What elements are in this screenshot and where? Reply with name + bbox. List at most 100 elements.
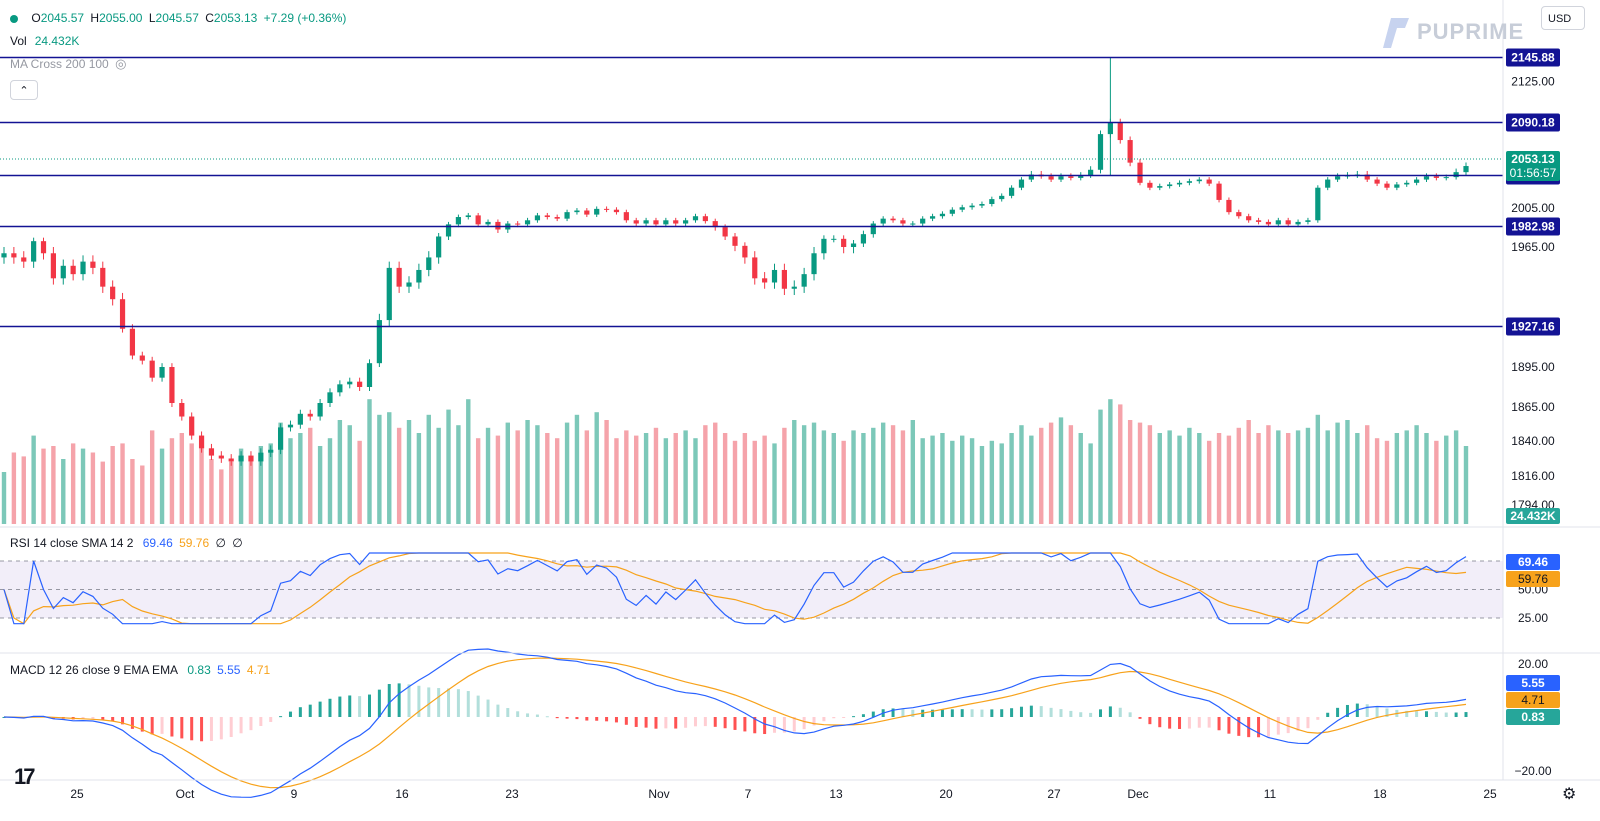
candle-body [1295, 221, 1301, 225]
volume-bar [1414, 425, 1419, 524]
volume-bar [229, 461, 234, 524]
volume-bar [821, 430, 827, 524]
candle-body [742, 245, 748, 258]
macd-hist-bar [486, 699, 490, 717]
macd-hist-bar [1336, 707, 1340, 717]
candle-body [110, 286, 116, 300]
eye-crossed-icon[interactable]: ◎ [115, 56, 127, 71]
candle-body [1137, 162, 1143, 183]
volume-bar [634, 435, 639, 524]
candle-body [900, 220, 906, 224]
macd-hist-bar [328, 698, 332, 717]
candle-body [396, 267, 402, 287]
volume-bar [1068, 425, 1074, 524]
candle-body [159, 367, 165, 378]
candle-body [169, 367, 175, 403]
candle-body [613, 209, 620, 213]
puprime-logo: PUPRIME [1375, 14, 1524, 50]
macd-hist-bar [1039, 706, 1043, 717]
price-tick: 1965.00 [1511, 240, 1555, 254]
volume-bar [693, 438, 698, 524]
candle-body [1334, 176, 1341, 180]
rsi-value: 69.46 [142, 536, 173, 550]
volume-bar [238, 448, 244, 524]
price-tick: 2125.00 [1511, 74, 1555, 88]
volume-bar [278, 422, 283, 524]
macd-hist-bar [802, 717, 806, 730]
macd-hist-bar [822, 717, 826, 722]
puprime-mark-icon [1383, 18, 1409, 48]
macd-hist-bar [1019, 706, 1023, 717]
macd-hist-bar [91, 717, 95, 719]
volume-label: Vol [10, 34, 27, 48]
candle-body [1157, 186, 1163, 188]
macd-hist-bar [535, 714, 539, 717]
macd-hist-bar [1178, 717, 1182, 729]
macd-hist-bar [664, 717, 668, 729]
volume-bar [1236, 427, 1241, 524]
volume-bar [1216, 433, 1222, 524]
candle-body [208, 448, 215, 456]
macd-hist-bar [1207, 717, 1211, 728]
volume-bar [288, 438, 293, 524]
symbol-status-dot [10, 14, 18, 23]
rsi-legend[interactable]: RSI 14 close SMA 14 2 69.46 59.76 ∅ ∅ [10, 535, 246, 551]
volume-bar [1276, 430, 1281, 524]
volume-bar [149, 430, 155, 524]
volume-bar [61, 459, 66, 524]
candle-body [1117, 122, 1123, 141]
volume-bar [1177, 435, 1182, 524]
volume-bar [890, 425, 896, 524]
candle-body [1078, 175, 1084, 178]
candle-body [485, 221, 491, 225]
collapse-legend-button[interactable]: ⌃ [10, 80, 38, 100]
candle-body [1463, 166, 1469, 173]
volume-bar [219, 469, 224, 524]
volume-bar [1167, 430, 1172, 524]
macd-hist-bar [1434, 711, 1438, 717]
volume-bar [811, 422, 817, 524]
candle-body [455, 217, 462, 225]
macd-hist-bar [812, 717, 816, 726]
candle-body [317, 403, 323, 417]
macd-legend[interactable]: MACD 12 26 close 9 EMA EMA 0.83 5.55 4.7… [10, 662, 273, 678]
tradingview-logo[interactable]: 17 [14, 764, 36, 790]
time-tick: 7 [745, 787, 752, 801]
volume-bar [545, 433, 550, 524]
macd-hist-bar [368, 694, 371, 717]
candle-body [1414, 179, 1420, 183]
candle-body [811, 253, 817, 275]
volume-legend[interactable]: Vol 24.432K [10, 33, 82, 49]
macd-hist-bar [358, 696, 362, 717]
gear-icon[interactable]: ⚙ [1562, 786, 1577, 803]
volume-bar [880, 422, 886, 524]
change-value: +7.29 (+0.36%) [263, 11, 347, 25]
macd-hist-bar [950, 709, 954, 717]
candle-body [594, 208, 600, 215]
candle-body [1058, 176, 1064, 180]
volume-badge [1506, 508, 1560, 524]
candle-body [287, 424, 294, 428]
candle-body [416, 269, 422, 283]
candle-body [1088, 169, 1094, 176]
candle-body [653, 220, 659, 225]
macd-hist-bar [140, 717, 144, 732]
candle-body [1176, 182, 1183, 185]
volume-bar [140, 465, 145, 524]
volume-bar [1463, 446, 1469, 524]
currency-select[interactable]: USD [1541, 6, 1585, 30]
ma-cross-legend[interactable]: MA Cross 200 100 ◎ [10, 56, 129, 72]
macd-hist-bar [782, 717, 786, 733]
macd-hist-bar [1266, 717, 1270, 737]
macd-hist-bar [674, 717, 678, 729]
macd-hist-bar [1128, 712, 1132, 717]
rsi-badge-label: 69.46 [1518, 555, 1548, 569]
macd-hist-bar [1010, 708, 1014, 717]
price-tick: 1895.00 [1511, 360, 1555, 374]
volume-bar [31, 435, 36, 524]
candle-body [495, 221, 501, 230]
macd-hist-bar [1464, 712, 1468, 717]
candle-body [1186, 181, 1193, 183]
volume-bar [1246, 420, 1251, 524]
